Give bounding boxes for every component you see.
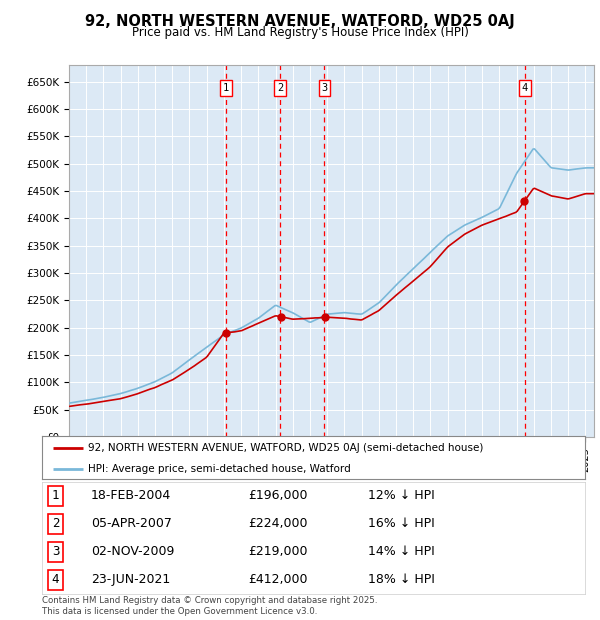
Text: 4: 4 — [52, 574, 59, 587]
Text: 1: 1 — [52, 489, 59, 502]
Text: £224,000: £224,000 — [248, 517, 308, 530]
Text: 18% ↓ HPI: 18% ↓ HPI — [368, 574, 434, 587]
Text: 18-FEB-2004: 18-FEB-2004 — [91, 489, 171, 502]
Text: HPI: Average price, semi-detached house, Watford: HPI: Average price, semi-detached house,… — [88, 464, 351, 474]
Text: 4: 4 — [521, 83, 528, 93]
Text: 12% ↓ HPI: 12% ↓ HPI — [368, 489, 434, 502]
Text: 2: 2 — [52, 517, 59, 530]
Text: Price paid vs. HM Land Registry's House Price Index (HPI): Price paid vs. HM Land Registry's House … — [131, 26, 469, 39]
Text: Contains HM Land Registry data © Crown copyright and database right 2025.
This d: Contains HM Land Registry data © Crown c… — [42, 596, 377, 616]
Text: £412,000: £412,000 — [248, 574, 308, 587]
Text: 92, NORTH WESTERN AVENUE, WATFORD, WD25 0AJ (semi-detached house): 92, NORTH WESTERN AVENUE, WATFORD, WD25 … — [88, 443, 484, 453]
Text: 2: 2 — [277, 83, 283, 93]
Text: 3: 3 — [322, 83, 328, 93]
Text: 02-NOV-2009: 02-NOV-2009 — [91, 546, 174, 559]
Text: 92, NORTH WESTERN AVENUE, WATFORD, WD25 0AJ: 92, NORTH WESTERN AVENUE, WATFORD, WD25 … — [85, 14, 515, 29]
Text: £219,000: £219,000 — [248, 546, 308, 559]
Text: 1: 1 — [223, 83, 229, 93]
Text: 05-APR-2007: 05-APR-2007 — [91, 517, 172, 530]
Text: 23-JUN-2021: 23-JUN-2021 — [91, 574, 170, 587]
Text: 14% ↓ HPI: 14% ↓ HPI — [368, 546, 434, 559]
Text: £196,000: £196,000 — [248, 489, 308, 502]
Text: 16% ↓ HPI: 16% ↓ HPI — [368, 517, 434, 530]
Text: 3: 3 — [52, 546, 59, 559]
